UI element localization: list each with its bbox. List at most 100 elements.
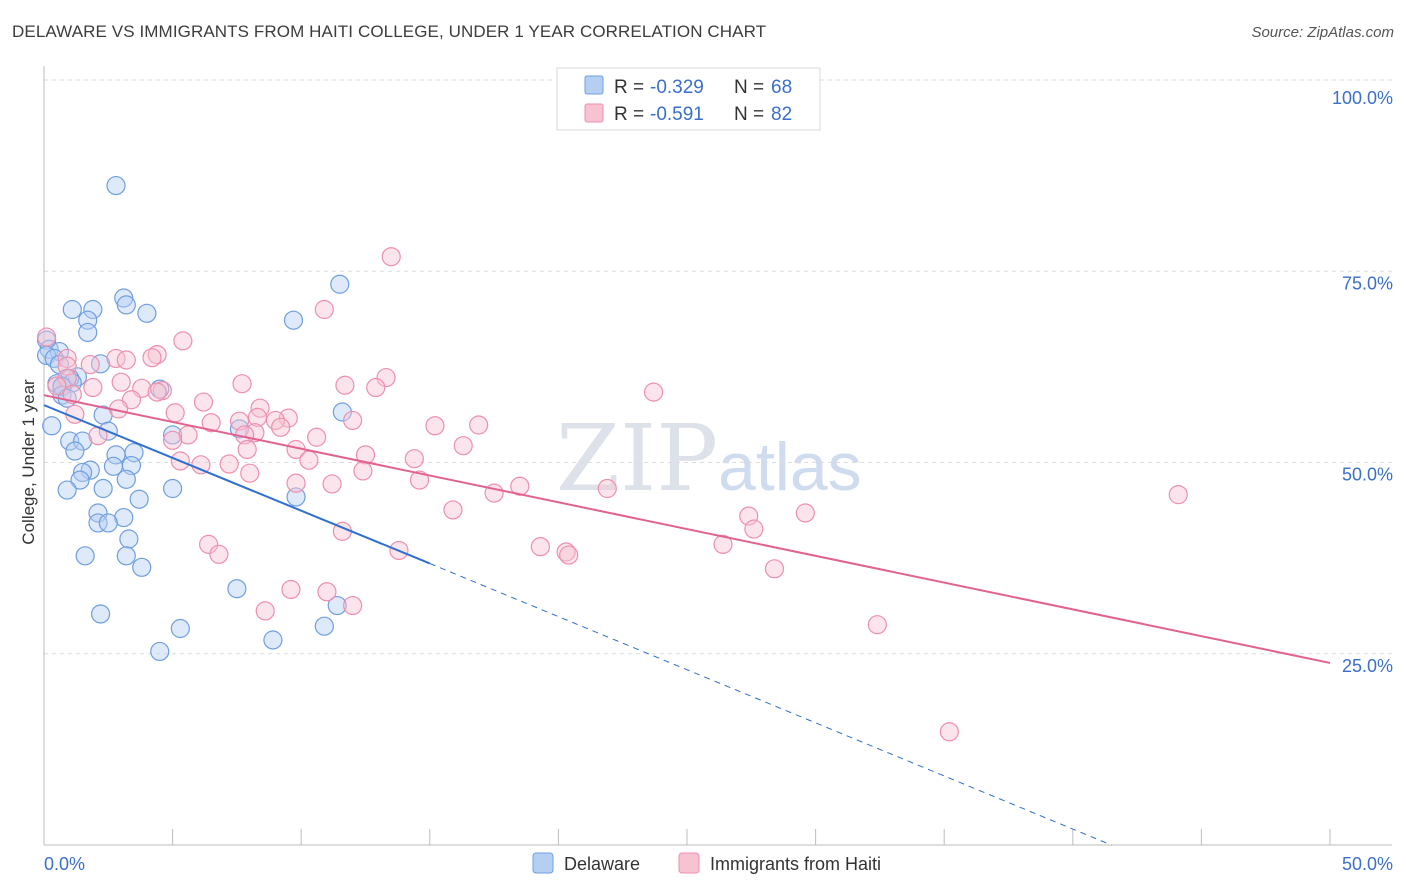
y-tick-label: 50.0% [1342,465,1393,485]
delaware-point [330,274,350,294]
haiti-point [47,376,67,396]
haiti-point [299,450,319,470]
delaware-point [98,513,118,533]
haiti-point [193,392,214,412]
legend: Delaware Immigrants from Haiti [532,852,881,874]
delaware-point [78,322,98,343]
delaware-point [314,616,334,636]
trend-line-delaware-projection [429,563,1112,846]
haiti-point [307,427,327,447]
haiti-point [111,372,131,392]
haiti-point [744,519,764,539]
haiti-point [142,348,162,368]
delaware-point [283,310,304,330]
haiti-point [939,722,959,742]
delaware-point [90,604,111,624]
delaware-point [90,354,111,374]
haiti-point [219,454,239,474]
gridlines [44,79,1392,655]
delaware-point [170,618,190,639]
haiti-point [443,500,463,520]
haiti-point [355,445,376,465]
stats-box: R = -0.329 N = 68 R = -0.591 N = 82 [556,67,821,131]
delaware-point [42,416,62,436]
haiti-point [314,299,334,320]
haiti-point [559,545,579,565]
haiti-point [36,327,57,347]
haiti-point [867,615,887,635]
delaware-point [116,546,136,566]
stats-n-value: 82 [771,104,792,125]
haiti-point [232,374,252,394]
haiti-point [237,439,257,460]
haiti-point [366,377,386,398]
haiti-point [106,348,126,369]
delaware-point [327,595,347,616]
legend-label-delaware: Delaware [564,854,640,874]
haiti-point [57,348,77,369]
stats-n-value: 68 [771,77,792,98]
y-tick-label: 100.0% [1332,88,1393,108]
delaware-point [286,487,306,507]
haiti-point [643,382,664,402]
delaware-point [114,507,134,528]
haiti-point [209,544,229,564]
haiti-point [713,534,733,554]
y-tick-label: 75.0% [1342,273,1393,293]
haiti-point [165,403,185,423]
delaware-point [65,441,85,461]
stats-swatch-delaware [584,75,604,95]
delaware-point [93,478,113,499]
haiti-point [556,542,576,562]
stats-r-value: -0.329 [650,77,704,98]
stats-n-label: N = [734,104,764,125]
watermark: ZIP atlas [556,405,862,512]
delaware-point [72,431,93,451]
delaware-point [83,299,103,320]
haiti-point [404,449,424,469]
legend-swatch-haiti [678,852,700,874]
trend-lines [43,394,1331,846]
haiti-point [469,415,489,435]
x-tick-label: 50.0% [1342,854,1393,874]
haiti-point [795,503,815,523]
y-tick-labels: 100.0% 75.0% 50.0% 25.0% [1332,88,1393,676]
delaware-point [75,546,95,566]
delaware-point [103,456,124,476]
delaware-point [88,513,108,533]
delaware-point [57,480,77,500]
haiti-point [147,345,167,365]
chart-source: Source: ZipAtlas.com [1251,24,1394,41]
stats-r-label: R = [614,104,644,125]
chart-title: DELAWARE VS IMMIGRANTS FROM HAITI COLLEG… [12,22,767,41]
haiti-point [1168,485,1188,505]
haiti-point [201,413,221,433]
haiti-point [199,534,219,554]
axes [43,66,1392,846]
haiti-point [240,463,260,483]
haiti-point [764,559,785,579]
delaware-point [129,489,149,509]
stats-swatch-haiti [584,103,604,123]
delaware-point [163,425,183,445]
y-tick-label: 25.0% [1342,656,1393,676]
haiti-point [281,579,301,600]
delaware-point [137,303,157,323]
haiti-point [255,601,275,621]
delaware-point [150,641,170,662]
haiti-point [335,375,355,395]
haiti-point [147,382,167,402]
haiti-point [343,595,363,616]
haiti-point [376,367,396,388]
delaware-point [116,295,136,315]
delaware-point [72,462,93,483]
delaware-point [229,419,250,439]
legend-swatch-delaware [532,852,554,874]
haiti-point [597,478,617,499]
watermark-atlas: atlas [718,429,862,505]
haiti-point [381,247,401,267]
x-tick-label: 0.0% [44,854,85,874]
haiti-point [353,461,373,481]
haiti-point [317,582,337,602]
